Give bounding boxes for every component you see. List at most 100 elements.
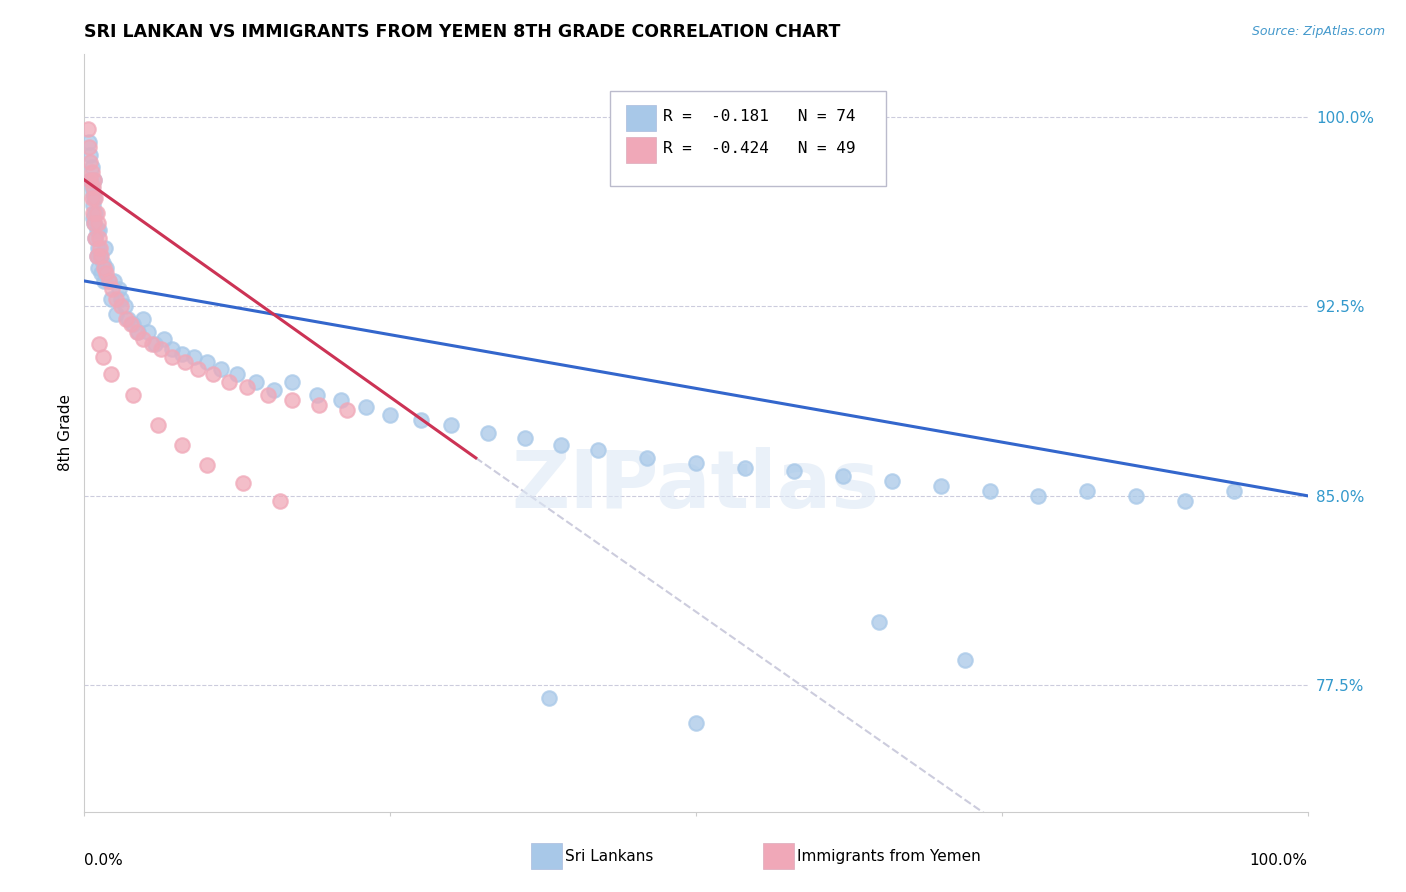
Point [89, 241, 111, 255]
Point [869, 615, 891, 630]
Point [91, 350, 114, 364]
Point [783, 464, 806, 478]
Point [281, 375, 304, 389]
Point [87, 223, 110, 237]
Point [107, 281, 129, 295]
Point [409, 413, 432, 427]
Point [245, 375, 267, 389]
Point [94, 241, 117, 255]
Point [82, 206, 104, 220]
Point [305, 387, 328, 401]
Point [91, 256, 114, 270]
Point [101, 281, 124, 295]
Point [281, 392, 304, 407]
Text: 100.0%: 100.0% [1250, 854, 1308, 869]
Point [82, 198, 104, 212]
Point [86, 249, 108, 263]
Point [218, 375, 240, 389]
Y-axis label: 8th Grade: 8th Grade [58, 394, 73, 471]
Point [82, 186, 104, 200]
Point [100, 368, 122, 382]
Point [226, 368, 249, 382]
Point [120, 317, 142, 331]
Point [80, 180, 103, 194]
Point [82, 211, 104, 225]
Point [880, 474, 903, 488]
Point [110, 299, 132, 313]
Point [172, 438, 194, 452]
Point [84, 191, 107, 205]
FancyBboxPatch shape [610, 92, 886, 186]
Point [87, 241, 110, 255]
Point [336, 403, 359, 417]
Point [89, 249, 111, 263]
Point [209, 362, 232, 376]
Point [513, 431, 536, 445]
Point [82, 180, 104, 194]
Point [1076, 483, 1098, 498]
Point [80, 191, 103, 205]
Point [86, 249, 108, 263]
Text: Immigrants from Yemen: Immigrants from Yemen [797, 849, 981, 863]
Text: Sri Lankans: Sri Lankans [565, 849, 654, 863]
Point [187, 362, 209, 376]
Text: R =  -0.424   N = 49: R = -0.424 N = 49 [664, 141, 855, 156]
Point [538, 690, 561, 705]
Point [162, 350, 184, 364]
Point [162, 342, 184, 356]
Point [77, 135, 100, 149]
Point [84, 231, 107, 245]
Point [636, 450, 658, 465]
Point [80, 165, 103, 179]
Point [80, 161, 103, 175]
FancyBboxPatch shape [626, 105, 655, 131]
Point [440, 417, 463, 433]
Point [263, 383, 285, 397]
Point [105, 307, 128, 321]
Point [103, 274, 125, 288]
Point [83, 173, 105, 187]
Point [79, 147, 101, 161]
Point [122, 317, 145, 331]
Point [77, 140, 100, 154]
Point [93, 274, 115, 288]
Point [87, 216, 110, 230]
Point [1125, 489, 1147, 503]
Point [1174, 494, 1197, 508]
Point [93, 261, 115, 276]
Point [114, 299, 136, 313]
Point [79, 173, 101, 187]
Point [173, 355, 195, 369]
Text: ZIPatlas: ZIPatlas [512, 447, 880, 524]
Point [86, 223, 108, 237]
Point [110, 292, 132, 306]
Point [257, 387, 280, 401]
FancyBboxPatch shape [626, 137, 655, 162]
Point [172, 347, 194, 361]
Point [115, 311, 138, 326]
Point [477, 425, 499, 440]
Point [953, 653, 976, 667]
Point [83, 191, 105, 205]
Point [183, 350, 205, 364]
Point [550, 438, 572, 452]
Point [84, 206, 107, 220]
Point [979, 483, 1001, 498]
Point [96, 267, 118, 281]
Point [146, 417, 169, 433]
Point [330, 392, 353, 407]
Point [117, 311, 139, 326]
Point [87, 261, 110, 276]
Point [269, 494, 291, 508]
Point [105, 292, 128, 306]
Point [136, 325, 159, 339]
Text: R =  -0.181   N = 74: R = -0.181 N = 74 [664, 109, 855, 124]
Point [90, 267, 112, 281]
Point [195, 355, 218, 369]
Point [132, 311, 155, 326]
Point [77, 122, 100, 136]
Point [236, 380, 259, 394]
Point [83, 173, 105, 187]
Point [380, 408, 402, 422]
Point [734, 461, 756, 475]
